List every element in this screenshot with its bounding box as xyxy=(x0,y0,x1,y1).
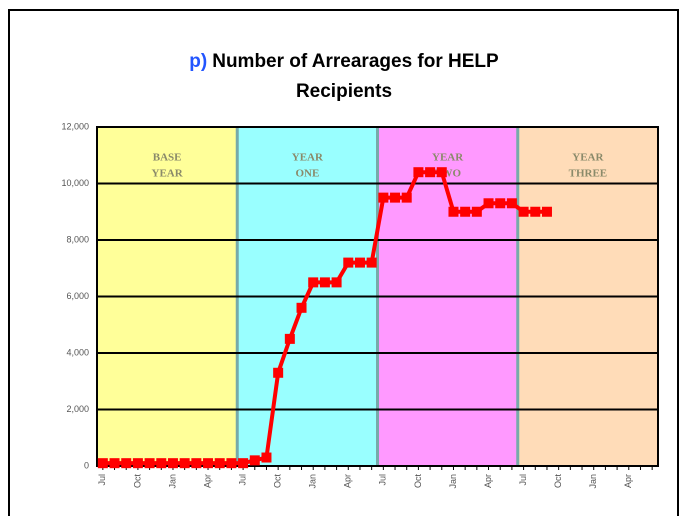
x-tick-label: Jan xyxy=(167,474,177,489)
x-tick-label: Apr xyxy=(202,474,212,488)
x-tick-label: Jan xyxy=(448,474,458,489)
data-point xyxy=(156,458,167,469)
y-tick-label: 12,000 xyxy=(61,121,89,131)
x-tick-label: Oct xyxy=(413,474,423,489)
x-tick-label: Oct xyxy=(132,474,142,489)
data-point xyxy=(214,458,225,469)
plot: BASEYEARYEARONEYEARTWOYEARTHREE02,0004,0… xyxy=(61,121,659,489)
region-label: THREE xyxy=(569,168,608,180)
data-point xyxy=(354,257,365,268)
data-point xyxy=(109,458,120,469)
data-point xyxy=(436,167,447,178)
title-line: Recipients xyxy=(296,81,392,102)
data-point xyxy=(121,458,132,469)
data-point xyxy=(483,198,494,209)
data-point xyxy=(226,458,237,469)
data-point xyxy=(506,198,517,209)
data-point xyxy=(249,455,260,466)
data-point xyxy=(530,206,541,217)
region-label: YEAR xyxy=(572,152,604,164)
data-point xyxy=(319,277,330,288)
plot-border xyxy=(96,126,659,467)
x-tick-label: Jul xyxy=(378,474,388,486)
x-tick-label: Apr xyxy=(343,474,353,488)
data-point xyxy=(378,192,389,203)
data-point xyxy=(203,458,214,469)
region-label: ONE xyxy=(295,168,319,180)
data-point xyxy=(495,198,506,209)
data-point xyxy=(296,302,307,313)
y-tick-label: 10,000 xyxy=(61,178,89,188)
data-point xyxy=(366,257,377,268)
x-tick-label: Jul xyxy=(237,474,247,486)
x-tick-label: Apr xyxy=(483,474,493,488)
y-tick-label: 0 xyxy=(84,460,89,470)
data-point xyxy=(401,192,412,203)
x-tick-label: Jul xyxy=(97,474,107,486)
data-point xyxy=(343,257,354,268)
data-point xyxy=(425,167,436,178)
data-point xyxy=(518,206,529,217)
region-label: YEAR xyxy=(292,152,324,164)
data-point xyxy=(308,277,319,288)
data-point xyxy=(167,458,178,469)
x-tick-label: Oct xyxy=(553,474,563,489)
data-point xyxy=(471,206,482,217)
data-point xyxy=(331,277,342,288)
region-label: BASE xyxy=(153,152,182,164)
y-tick-label: 4,000 xyxy=(66,347,89,357)
chart-title: p) Number of Arrearages for HELP xyxy=(189,51,499,72)
data-point xyxy=(97,458,108,469)
data-point xyxy=(448,206,459,217)
data-point xyxy=(179,458,190,469)
data-point xyxy=(261,452,272,463)
data-point xyxy=(238,458,249,469)
region-label: YEAR xyxy=(152,168,184,180)
data-point xyxy=(284,333,295,344)
y-tick-label: 8,000 xyxy=(66,234,89,244)
data-point xyxy=(132,458,143,469)
x-tick-label: Oct xyxy=(273,474,283,489)
data-point xyxy=(413,167,424,178)
x-tick-label: Jul xyxy=(518,474,528,486)
data-point xyxy=(144,458,155,469)
data-point xyxy=(460,206,471,217)
region-label: YEAR xyxy=(432,152,464,164)
title-line: Number of Arrearages for HELP xyxy=(212,51,499,72)
x-tick-label: Apr xyxy=(623,474,633,488)
title-prefix: p) xyxy=(189,51,207,72)
x-tick-label: Jan xyxy=(308,474,318,489)
y-tick-label: 6,000 xyxy=(66,291,89,301)
data-point xyxy=(273,367,284,378)
data-point xyxy=(390,192,401,203)
data-point xyxy=(191,458,202,469)
x-tick-label: Jan xyxy=(588,474,598,489)
y-tick-label: 2,000 xyxy=(66,404,89,414)
data-point xyxy=(541,206,552,217)
